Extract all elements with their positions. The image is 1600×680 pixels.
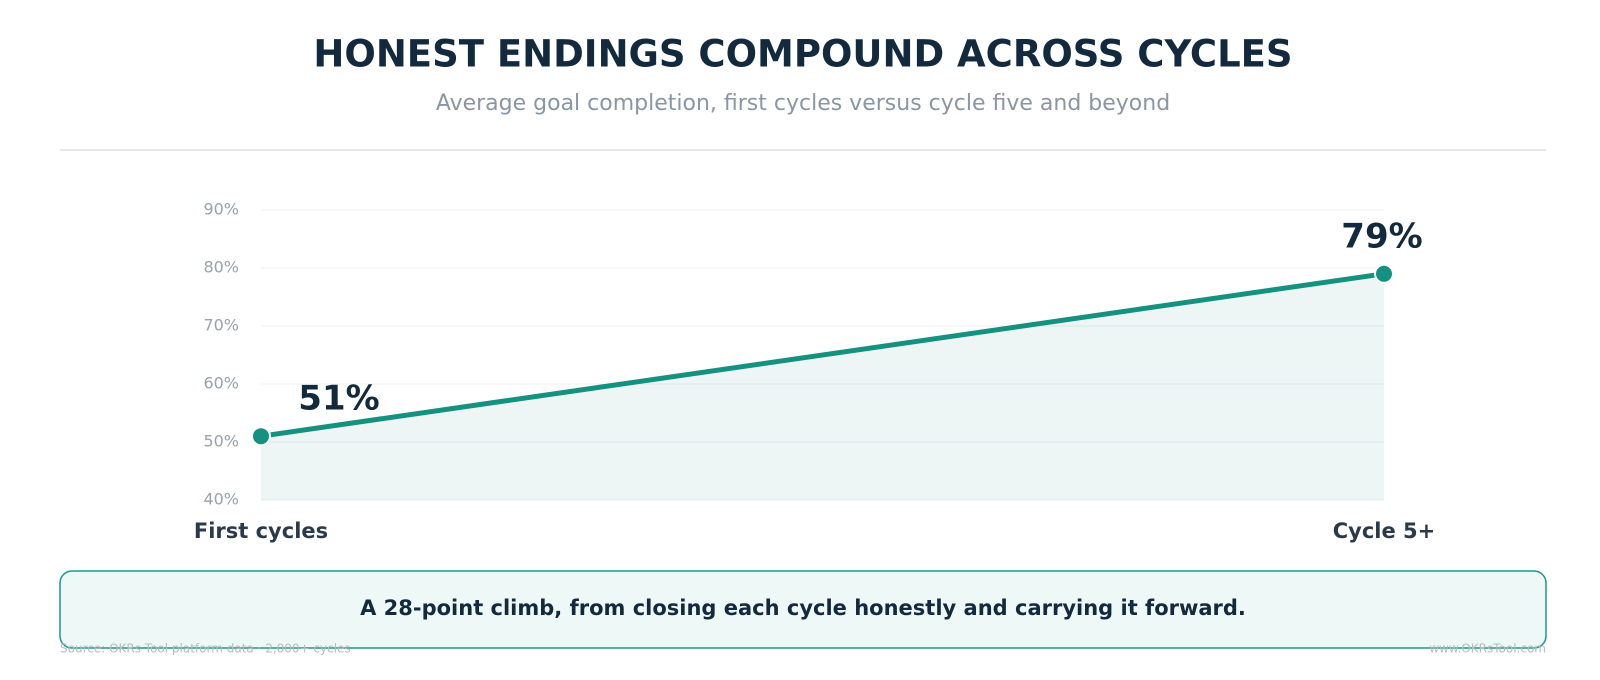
chart-title: HONEST ENDINGS COMPOUND ACROSS CYCLES: [313, 33, 1292, 76]
footer-source: Source: OKRs Tool platform data · 2,000+…: [60, 642, 351, 656]
y-tick-label: 40%: [203, 490, 239, 509]
value-label: 79%: [1341, 216, 1422, 256]
line: [258, 271, 1387, 439]
footer-site: www.OKRsTool.com: [1429, 642, 1546, 656]
area-fill: [261, 273, 1384, 500]
x-tick-label: First cycles: [194, 519, 328, 543]
y-tick-label: 90%: [203, 200, 239, 219]
callout-text: A 28-point climb, from closing each cycl…: [360, 596, 1246, 620]
point: [251, 426, 271, 447]
x-tick-label: Cycle 5+: [1333, 519, 1436, 543]
point: [1374, 263, 1394, 284]
y-tick-label: 80%: [203, 258, 239, 277]
callout-box: [59, 570, 1547, 649]
plot: 40% 50% 60% 70% 80% 90% First cycles Cycle 5+ 51…: [194, 200, 1435, 544]
chart-subtitle: Average goal completion, first cycles ve…: [436, 91, 1170, 116]
y-tick-label: 70%: [203, 316, 239, 335]
value-label: 51%: [298, 379, 379, 419]
y-tick-label: 60%: [203, 374, 239, 393]
y-tick-label: 50%: [203, 432, 239, 451]
